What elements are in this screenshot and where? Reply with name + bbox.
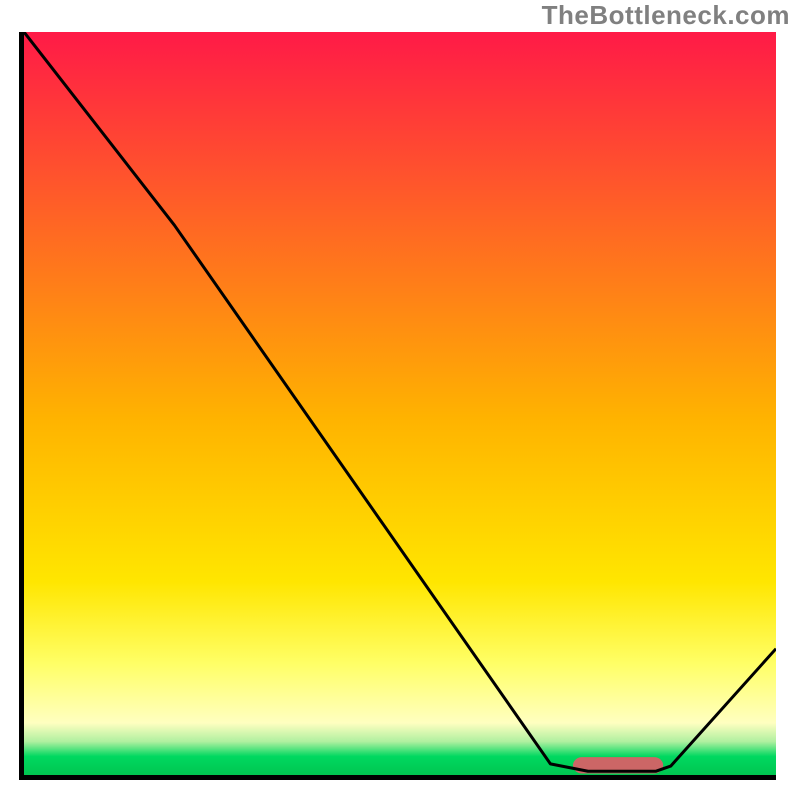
watermark-text: TheBottleneck.com	[542, 0, 790, 31]
chart-container: TheBottleneck.com	[0, 0, 800, 800]
gradient-background	[24, 32, 776, 775]
bottleneck-chart	[0, 0, 800, 800]
